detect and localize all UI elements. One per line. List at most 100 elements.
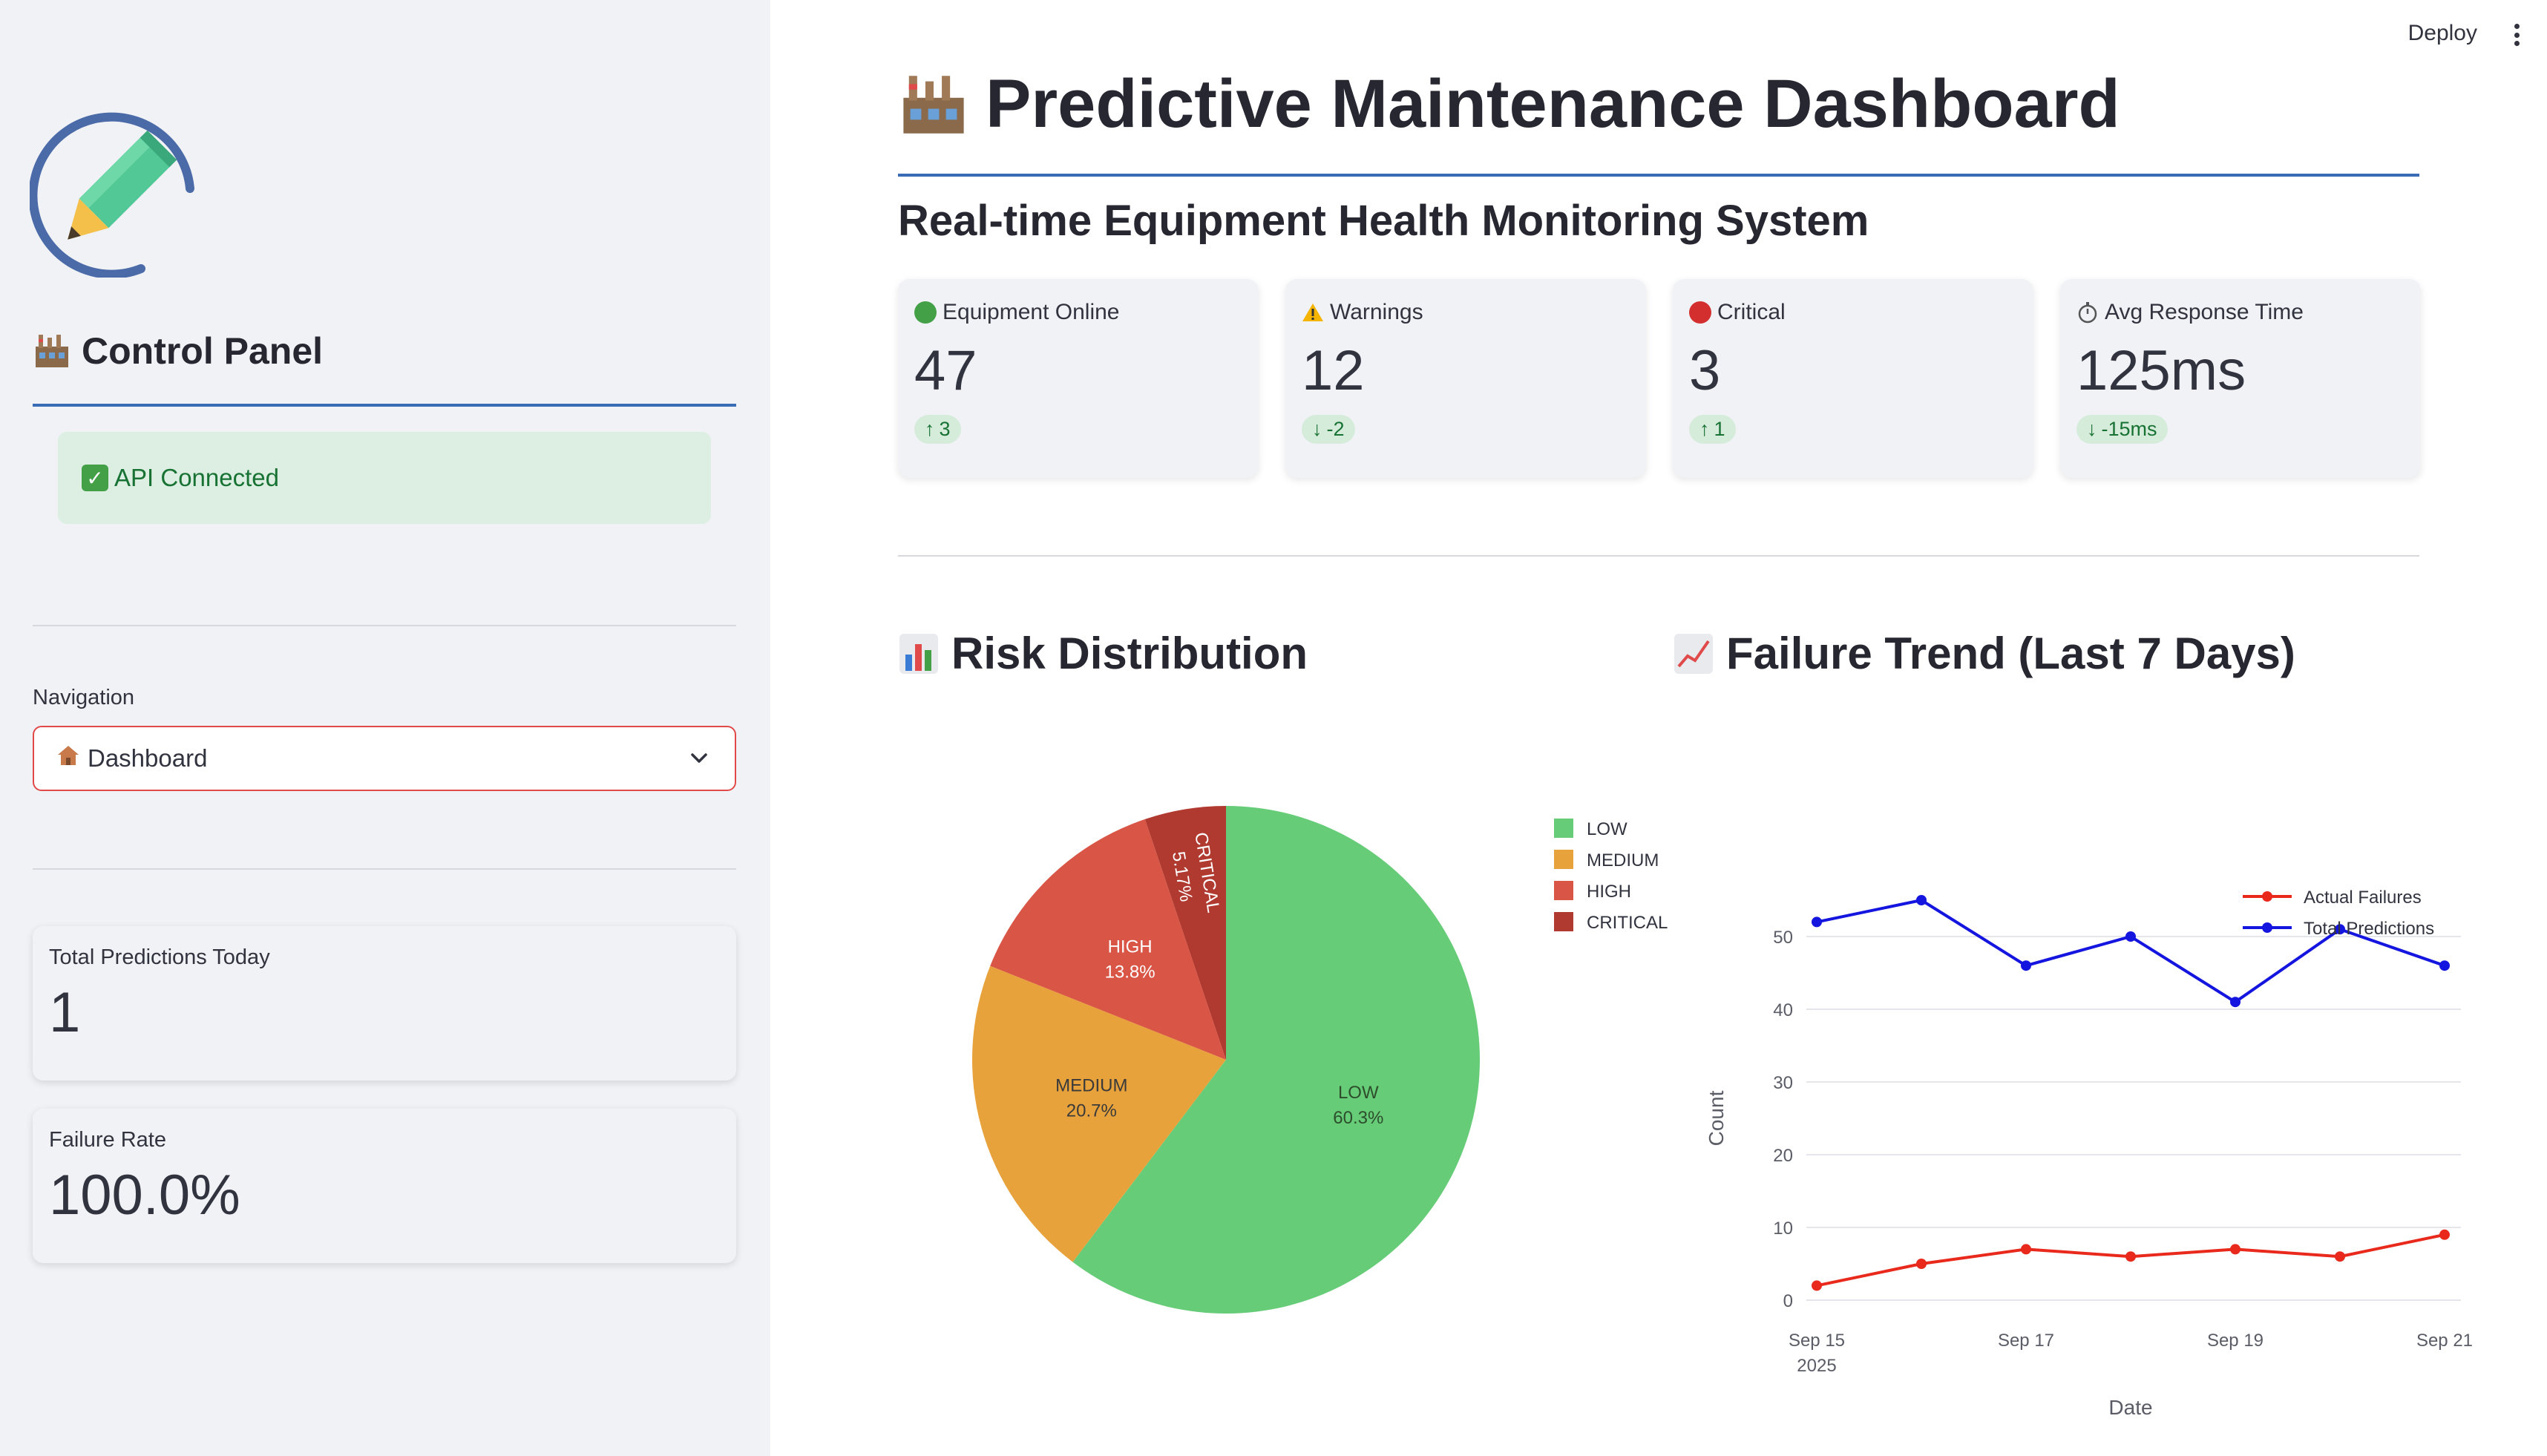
- chevron-down-icon: [691, 753, 707, 763]
- pie-slice-medium[interactable]: [972, 965, 1226, 1262]
- divider: [33, 868, 736, 870]
- kpi-delta-value: 1: [1714, 418, 1725, 440]
- data-point[interactable]: [2021, 1244, 2031, 1255]
- failure-trend-line-chart: 0 10 20 30 40 50 Sep 15 Sep 17 Sep 19 Sep 21 2025 D…: [1705, 888, 2473, 1419]
- kpi-value: 125ms: [2076, 339, 2246, 402]
- failure-trend-heading: Failure Trend (Last 7 Days): [1673, 628, 2295, 679]
- kpi-card-avg-response: Avg Response Time 125ms ↓ -15ms: [2060, 279, 2421, 478]
- y-axis-label: Count: [1705, 1090, 1728, 1146]
- series-line: [1816, 898, 2445, 1004]
- arrow-up-icon: ↑: [1699, 418, 1710, 440]
- navigation-selected-value: Dashboard: [88, 744, 208, 772]
- legend-swatch: [1554, 912, 1573, 931]
- pie-slice-high[interactable]: [990, 819, 1226, 1060]
- x-tick-label: Sep 19: [2207, 1331, 2264, 1351]
- pie-label-name: LOW: [1338, 1083, 1379, 1103]
- arrow-up-icon: ↑: [925, 418, 935, 440]
- main-content: Deploy Predictive Maintenance Dashboard …: [770, 0, 2547, 1456]
- factory-icon: [903, 75, 964, 134]
- data-point[interactable]: [2125, 931, 2136, 942]
- legend-label[interactable]: LOW: [1587, 819, 1627, 839]
- data-point[interactable]: [2439, 1229, 2450, 1240]
- legend-marker: [2262, 922, 2272, 933]
- pie-label: LOW 60.3%: [1333, 1083, 1383, 1128]
- data-point[interactable]: [2021, 960, 2031, 971]
- kpi-value: 3: [1689, 339, 1721, 402]
- pie-label-value: 20.7%: [1066, 1101, 1117, 1121]
- kpi-delta: ↑ 1: [1689, 415, 1736, 444]
- metric-value: 100.0%: [49, 1164, 240, 1227]
- page-title-text: Predictive Maintenance Dashboard: [986, 66, 2120, 142]
- data-point[interactable]: [2230, 997, 2240, 1008]
- data-point[interactable]: [2439, 960, 2450, 971]
- data-point[interactable]: [2335, 1251, 2345, 1262]
- y-tick-label: 10: [1773, 1219, 1793, 1239]
- x-tick-label: Sep 21: [2416, 1331, 2473, 1351]
- green-circle-icon: [914, 301, 937, 324]
- data-point[interactable]: [1916, 895, 1927, 905]
- y-tick-label: 40: [1773, 1000, 1793, 1020]
- legend-marker: [2262, 891, 2272, 902]
- metric-value: 1: [49, 981, 81, 1044]
- legend-label[interactable]: Actual Failures: [2304, 888, 2422, 908]
- control-panel-title: Control Panel: [33, 329, 323, 373]
- legend-swatch: [1554, 881, 1573, 900]
- divider: [33, 625, 736, 626]
- pie-label-name: HIGH: [1108, 937, 1153, 957]
- kpi-delta-value: -15ms: [2101, 418, 2157, 440]
- kpi-card-equipment-online: Equipment Online 47 ↑ 3: [898, 279, 1259, 478]
- api-status-box: ✓ API Connected: [58, 432, 711, 524]
- kpi-label: Critical: [1717, 300, 1786, 324]
- pie-label-value: 60.3%: [1333, 1108, 1383, 1128]
- legend-label[interactable]: MEDIUM: [1587, 850, 1659, 870]
- pie-slice-critical[interactable]: [1144, 806, 1226, 1060]
- control-panel-label: Control Panel: [82, 330, 324, 372]
- legend-label[interactable]: HIGH: [1587, 882, 1631, 902]
- x-tick-year: 2025: [1797, 1356, 1836, 1376]
- kpi-value: 12: [1302, 339, 1365, 402]
- metric-total-predictions: Total Predictions Today 1: [33, 926, 736, 1080]
- y-tick-label: 0: [1783, 1291, 1793, 1311]
- data-point[interactable]: [1812, 1280, 1822, 1291]
- house-icon: [56, 744, 80, 773]
- kpi-delta-value: 3: [939, 418, 951, 440]
- red-circle-icon: [1689, 301, 1711, 324]
- y-tick-label: 50: [1773, 928, 1793, 948]
- risk-distribution-heading: Risk Distribution: [898, 628, 1308, 679]
- data-point[interactable]: [1916, 1259, 1927, 1269]
- sidebar: Control Panel ✓ API Connected Navigation…: [0, 0, 770, 1456]
- data-point[interactable]: [2335, 924, 2345, 935]
- legend-label[interactable]: CRITICAL: [1587, 913, 1668, 933]
- y-tick-label: 30: [1773, 1073, 1793, 1093]
- factory-icon: [36, 335, 68, 367]
- pie-label-value: 13.8%: [1105, 962, 1156, 982]
- kpi-label: Warnings: [1330, 300, 1423, 324]
- check-icon: ✓: [82, 465, 108, 491]
- kpi-card-warnings: Warnings 12 ↓ -2: [1285, 279, 1646, 478]
- legend-label[interactable]: Total Predictions: [2304, 919, 2434, 939]
- kpi-label: Equipment Online: [943, 300, 1120, 324]
- navigation-select[interactable]: Dashboard: [33, 726, 736, 791]
- data-point[interactable]: [2125, 1251, 2136, 1262]
- deploy-button[interactable]: Deploy: [2407, 21, 2477, 45]
- section-divider: [898, 555, 2419, 557]
- legend-swatch: [1554, 819, 1573, 838]
- pie-slice-low[interactable]: [1072, 806, 1481, 1314]
- metric-label: Failure Rate: [49, 1128, 166, 1152]
- data-point[interactable]: [1812, 916, 1822, 928]
- more-options-icon[interactable]: [2513, 24, 2520, 46]
- pie-label-name: MEDIUM: [1055, 1076, 1127, 1096]
- stopwatch-icon: [2078, 302, 2097, 324]
- bar-chart-icon: [899, 633, 938, 674]
- title-divider: [33, 404, 736, 407]
- risk-pie-chart: LOW60.3%MEDIUM20.7%HIGH13.8%CRITICAL5.17…: [972, 806, 1668, 1314]
- page-subtitle: Real-time Equipment Health Monitoring Sy…: [898, 197, 1869, 245]
- legend-swatch: [1554, 850, 1573, 869]
- x-axis-label: Date: [2108, 1396, 2152, 1419]
- data-point[interactable]: [2230, 1244, 2240, 1255]
- page-title: Predictive Maintenance Dashboard: [898, 65, 2120, 143]
- kpi-value: 47: [914, 339, 977, 402]
- x-tick-label: Sep 15: [1789, 1331, 1845, 1351]
- metric-label: Total Predictions Today: [49, 945, 270, 969]
- title-divider: [898, 174, 2419, 177]
